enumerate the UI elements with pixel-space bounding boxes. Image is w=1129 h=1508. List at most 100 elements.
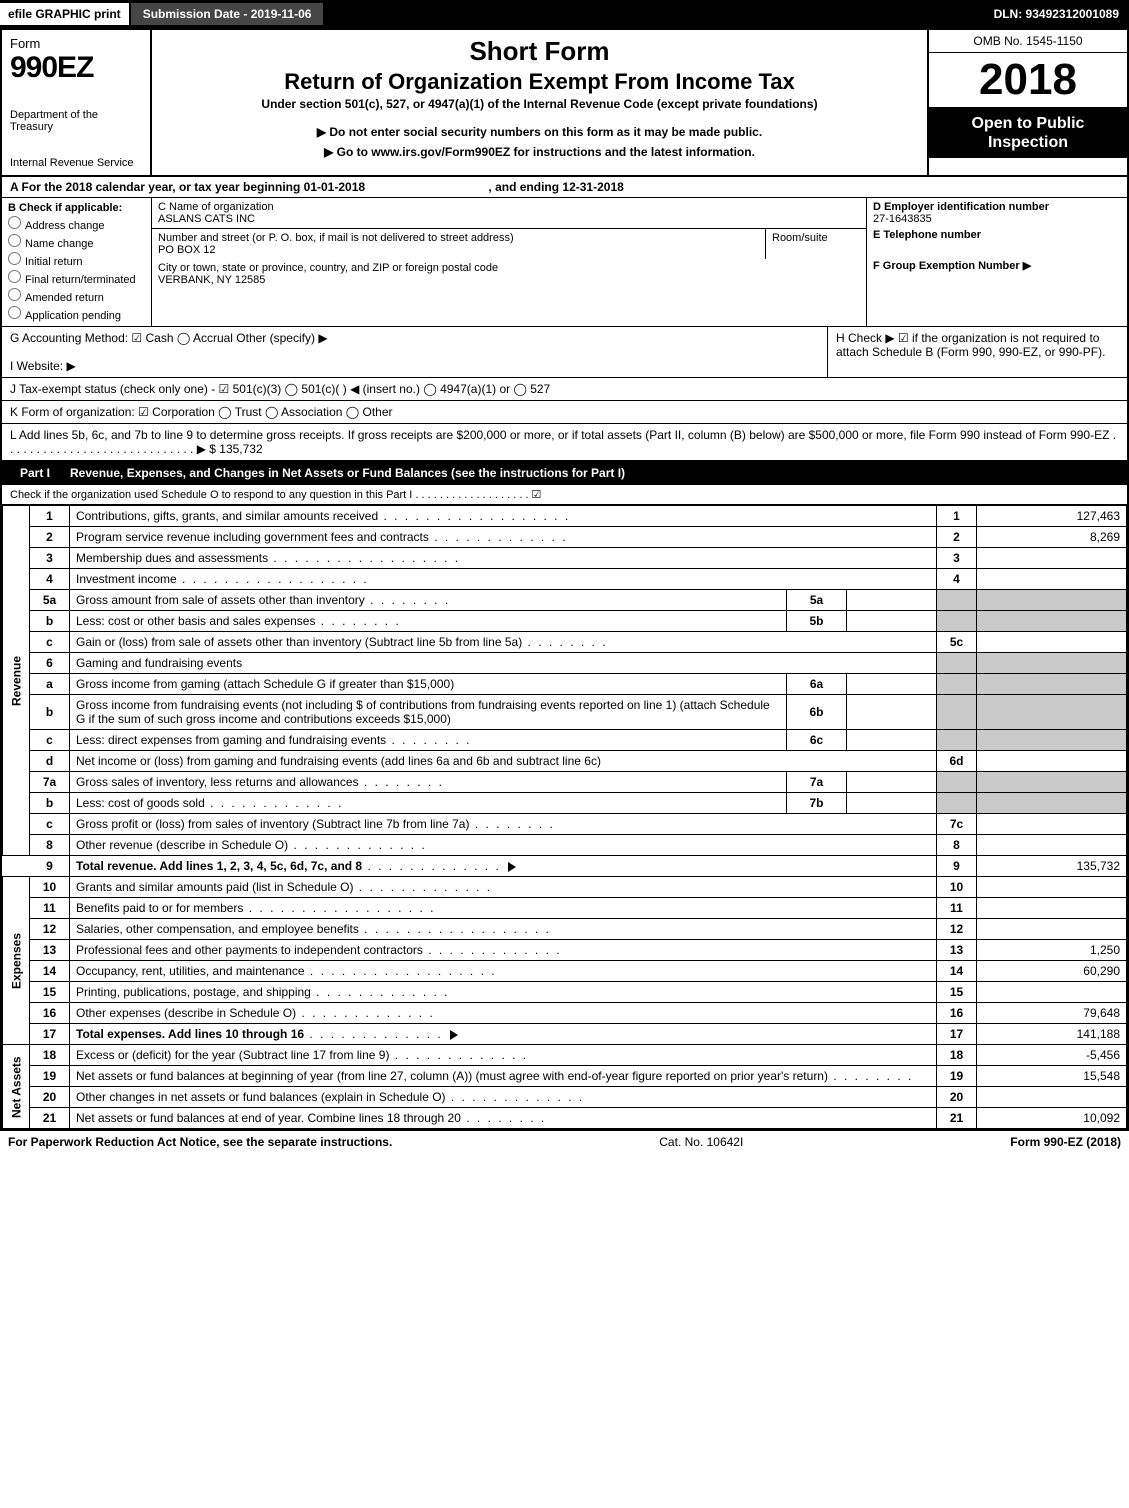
nc-18: 18: [937, 1045, 977, 1066]
ein-value: 27-1643835: [873, 213, 1121, 225]
opt-address-change[interactable]: Address change: [8, 216, 145, 232]
h-text: H Check ▶ ☑ if the organization is not r…: [836, 331, 1105, 359]
ln-10: 10: [30, 877, 70, 898]
iv-6a: [847, 674, 937, 695]
desc-18: Excess or (deficit) for the year (Subtra…: [70, 1045, 937, 1066]
opt-app-pending[interactable]: Application pending: [8, 306, 145, 322]
part1-check: Check if the organization used Schedule …: [2, 485, 1127, 505]
desc-6a: Gross income from gaming (attach Schedul…: [70, 674, 787, 695]
j-text: J Tax-exempt status (check only one) - ☑…: [10, 382, 550, 396]
desc-14: Occupancy, rent, utilities, and maintena…: [70, 961, 937, 982]
ic-7a: 7a: [787, 772, 847, 793]
val-4: [977, 569, 1127, 590]
row-6c: c Less: direct expenses from gaming and …: [3, 730, 1127, 751]
nc-14: 14: [937, 961, 977, 982]
row-7c: c Gross profit or (loss) from sales of i…: [3, 814, 1127, 835]
org-name: ASLANS CATS INC: [158, 213, 255, 225]
i-website: I Website: ▶: [10, 359, 819, 373]
room-block: Room/suite: [766, 229, 866, 259]
row-7a: 7a Gross sales of inventory, less return…: [3, 772, 1127, 793]
ln-4: 4: [30, 569, 70, 590]
val-7a: [977, 772, 1127, 793]
e-label: E Telephone number: [873, 229, 1121, 241]
row-20: 20 Other changes in net assets or fund b…: [3, 1087, 1127, 1108]
nc-13: 13: [937, 940, 977, 961]
ln-6b: b: [30, 695, 70, 730]
col-d: D Employer identification number 27-1643…: [867, 198, 1127, 326]
ic-7b: 7b: [787, 793, 847, 814]
nc-8: 8: [937, 835, 977, 856]
val-12: [977, 919, 1127, 940]
val-3: [977, 548, 1127, 569]
open-inspection: Open to Public Inspection: [929, 108, 1127, 158]
j-row: J Tax-exempt status (check only one) - ☑…: [2, 378, 1127, 401]
iv-5a: [847, 590, 937, 611]
part1-title: Revenue, Expenses, and Changes in Net As…: [70, 466, 625, 480]
val-8: [977, 835, 1127, 856]
ssn-note: ▶ Do not enter social security numbers o…: [162, 125, 917, 139]
ln-1: 1: [30, 506, 70, 527]
opt-initial-return[interactable]: Initial return: [8, 252, 145, 268]
row-5a: 5a Gross amount from sale of assets othe…: [3, 590, 1127, 611]
val-7b: [977, 793, 1127, 814]
val-6a: [977, 674, 1127, 695]
ln-20: 20: [30, 1087, 70, 1108]
val-5a: [977, 590, 1127, 611]
form-word: Form: [10, 36, 142, 51]
g-accounting: G Accounting Method: ☑ Cash ◯ Accrual Ot…: [10, 331, 819, 345]
form-number: 990EZ: [10, 51, 142, 85]
desc-6b: Gross income from fundraising events (no…: [70, 695, 787, 730]
ln-13: 13: [30, 940, 70, 961]
opt-name-change[interactable]: Name change: [8, 234, 145, 250]
val-6d: [977, 751, 1127, 772]
opt-amended[interactable]: Amended return: [8, 288, 145, 304]
row-3: 3 Membership dues and assessments 3: [3, 548, 1127, 569]
val-19: 15,548: [977, 1066, 1127, 1087]
nc-2: 2: [937, 527, 977, 548]
revenue-side-label: Revenue: [3, 506, 30, 856]
ln-21: 21: [30, 1108, 70, 1129]
k-row: K Form of organization: ☑ Corporation ◯ …: [2, 401, 1127, 424]
dln-label: DLN: 93492312001089: [984, 3, 1129, 25]
goto-note: ▶ Go to www.irs.gov/Form990EZ for instru…: [162, 145, 917, 159]
val-6: [977, 653, 1127, 674]
val-15: [977, 982, 1127, 1003]
short-form-title: Short Form: [162, 36, 917, 67]
desc-5c: Gain or (loss) from sale of assets other…: [70, 632, 937, 653]
ic-5a: 5a: [787, 590, 847, 611]
row-9: 9 Total revenue. Add lines 1, 2, 3, 4, 5…: [3, 856, 1127, 877]
iv-7a: [847, 772, 937, 793]
city-value: VERBANK, NY 12585: [158, 274, 265, 286]
row-6d: d Net income or (loss) from gaming and f…: [3, 751, 1127, 772]
desc-10: Grants and similar amounts paid (list in…: [70, 877, 937, 898]
header-mid: Short Form Return of Organization Exempt…: [152, 30, 927, 175]
nc-5c: 5c: [937, 632, 977, 653]
ln-11: 11: [30, 898, 70, 919]
iv-7b: [847, 793, 937, 814]
row-5b: b Less: cost or other basis and sales ex…: [3, 611, 1127, 632]
nc-6c: [937, 730, 977, 751]
nc-15: 15: [937, 982, 977, 1003]
row-1: Revenue 1 Contributions, gifts, grants, …: [3, 506, 1127, 527]
l-text: L Add lines 5b, 6c, and 7b to line 9 to …: [10, 428, 1116, 456]
row-19: 19 Net assets or fund balances at beginn…: [3, 1066, 1127, 1087]
nc-6a: [937, 674, 977, 695]
desc-19: Net assets or fund balances at beginning…: [70, 1066, 937, 1087]
b-title: B Check if applicable:: [8, 202, 145, 214]
ln-7a: 7a: [30, 772, 70, 793]
ln-19: 19: [30, 1066, 70, 1087]
col-c: C Name of organization ASLANS CATS INC N…: [152, 198, 867, 326]
ln-6c: c: [30, 730, 70, 751]
row-5c: c Gain or (loss) from sale of assets oth…: [3, 632, 1127, 653]
ln-14: 14: [30, 961, 70, 982]
desc-5b: Less: cost or other basis and sales expe…: [70, 611, 787, 632]
room-label: Room/suite: [772, 232, 828, 244]
val-9: 135,732: [977, 856, 1127, 877]
part1-check-text: Check if the organization used Schedule …: [10, 489, 541, 501]
desc-7a: Gross sales of inventory, less returns a…: [70, 772, 787, 793]
opt-final-return[interactable]: Final return/terminated: [8, 270, 145, 286]
nc-3: 3: [937, 548, 977, 569]
desc-5a: Gross amount from sale of assets other t…: [70, 590, 787, 611]
ln-15: 15: [30, 982, 70, 1003]
g-i-block: G Accounting Method: ☑ Cash ◯ Accrual Ot…: [2, 327, 827, 377]
